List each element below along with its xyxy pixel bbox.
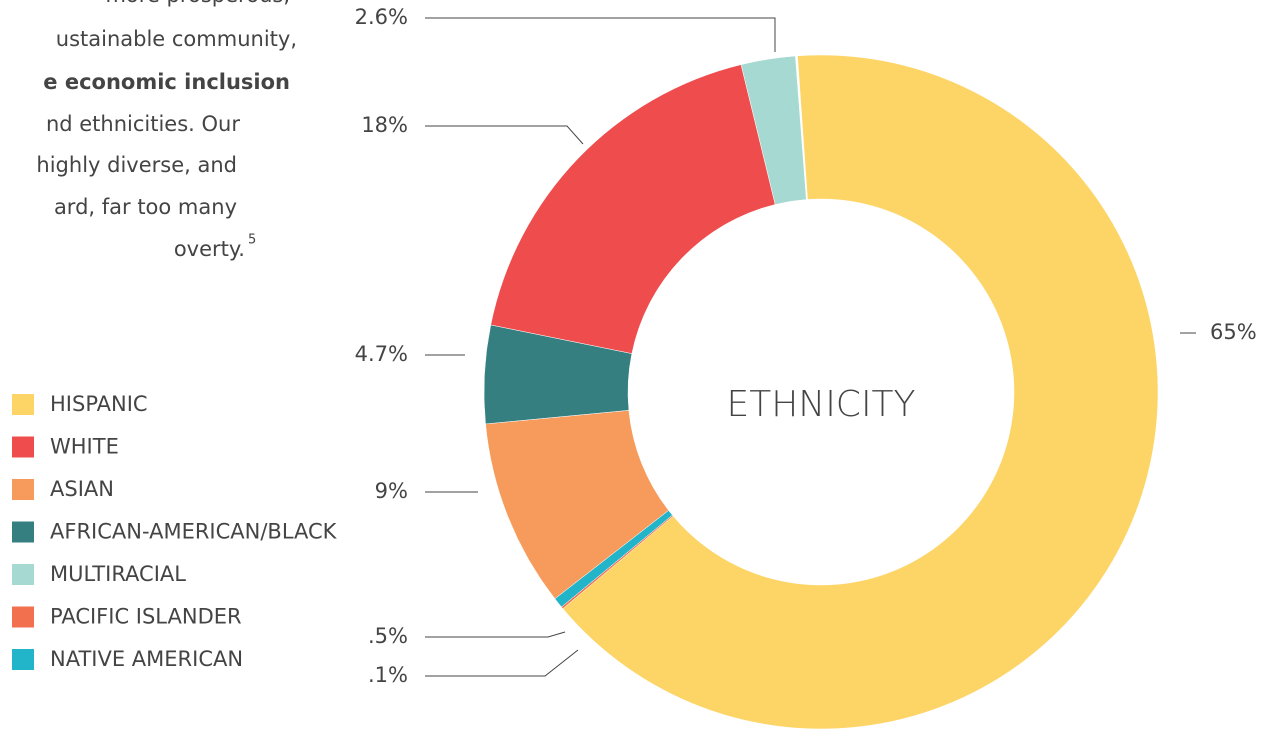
legend-swatch: [12, 564, 34, 585]
legend-label: PACIFIC ISLANDER: [50, 605, 242, 629]
data-label: .1%: [368, 663, 408, 687]
legend-label: ASIAN: [50, 477, 114, 501]
data-label: .5%: [368, 624, 408, 648]
leader-line: [425, 649, 579, 677]
paragraph-line: ustainable community,: [56, 27, 297, 51]
paragraph-line: ard, far too many: [54, 195, 237, 219]
legend-swatch: [12, 479, 34, 500]
legend-swatch: [12, 521, 34, 543]
leader-line: [425, 17, 776, 52]
chart-title: ETHNICITY: [726, 384, 915, 425]
data-label: 2.6%: [355, 5, 408, 29]
data-label: 9%: [375, 479, 408, 503]
legend-label: MULTIRACIAL: [50, 562, 186, 586]
legend-swatch: [12, 606, 34, 628]
legend-swatch: [12, 394, 34, 415]
leader-line: [425, 631, 566, 638]
paragraph-line: nd ethnicities. Our: [46, 112, 240, 136]
paragraph-line: highly diverse, and: [36, 153, 237, 177]
paragraph-line: overty.: [174, 237, 245, 261]
data-label: 65%: [1210, 320, 1257, 344]
footnote-ref: 5: [248, 233, 256, 248]
legend-label: WHITE: [50, 435, 119, 459]
donut-slice: [490, 64, 776, 354]
donut-slice: [740, 55, 807, 205]
data-label: 18%: [361, 113, 408, 137]
legend-swatch: [12, 649, 34, 670]
legend-swatch: [12, 436, 34, 458]
paragraph-line: e economic inclusion: [43, 70, 290, 94]
leader-line: [425, 125, 584, 145]
data-label: 4.7%: [355, 342, 408, 366]
legend-label: AFRICAN-AMERICAN/BLACK: [50, 520, 338, 544]
paragraph-line: more prosperous,: [105, 0, 290, 7]
donut-slice: [562, 54, 1159, 730]
legend-label: HISPANIC: [50, 392, 148, 416]
legend-label: NATIVE AMERICAN: [50, 647, 243, 671]
